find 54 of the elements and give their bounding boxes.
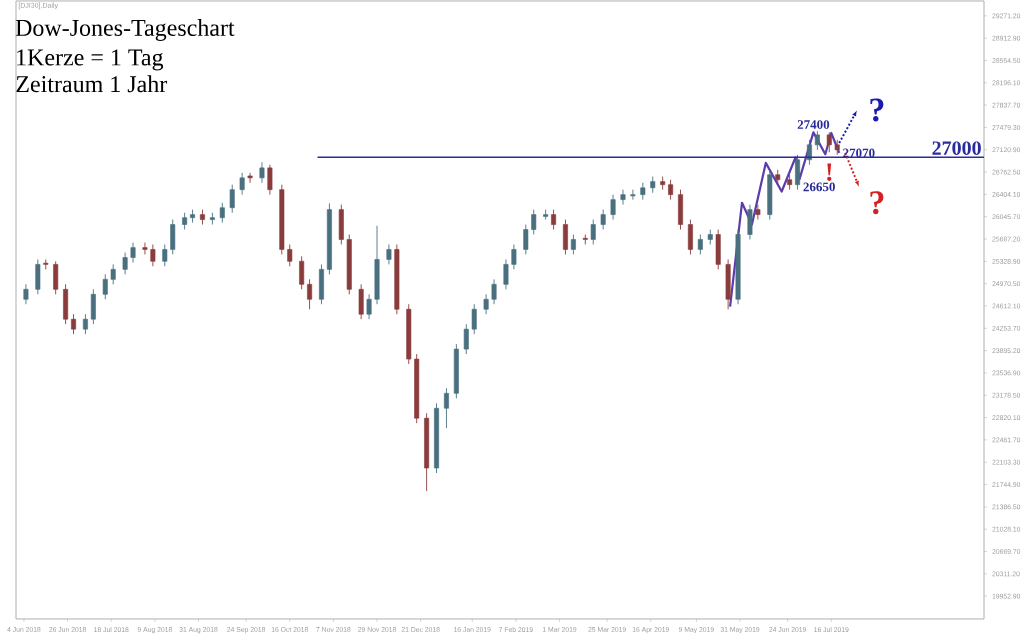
candlestick [814,130,820,151]
candlestick [697,234,703,255]
annotation: Zeitraum 1 Jahr [16,75,168,93]
annotation: ? [870,98,884,122]
candlestick [122,252,128,275]
candlestick [23,283,29,305]
annotation: ! [827,163,832,181]
candlestick [259,161,265,184]
ref-line-label: 27000 [932,141,981,155]
candlestick [463,323,469,355]
candlestick [219,202,225,224]
candlestick [531,209,537,235]
candlestick [307,278,313,310]
candlestick [620,189,626,206]
candlestick [503,258,509,290]
candlestick [287,244,293,267]
candlestick [491,278,497,305]
candlestick [483,293,489,315]
candlestick [570,234,576,255]
candlestick [299,255,305,290]
candlestick [110,263,116,285]
text: 1Kerze = 1 Tag [17,49,164,71]
candlestick [247,172,253,184]
candlestick [600,209,606,230]
candlestick [82,313,88,335]
candlestick [610,194,616,221]
candlestick [386,244,392,265]
candlestick [806,139,812,166]
candlestick [668,179,674,201]
candlestick [71,313,77,335]
annotation: 27400 [797,120,830,129]
candlestick [142,242,148,255]
candlestick [471,303,477,335]
candlestick [239,172,245,196]
candlestick [511,244,517,270]
candlestick [229,184,235,214]
candlestick [130,242,136,263]
annotation: 27070 [843,148,875,158]
candlestick [267,164,273,196]
candlestick [551,209,557,230]
candlestick [443,387,449,429]
line-series [729,131,841,308]
annotation: 26650 [803,182,835,192]
annotation: ? [870,191,884,215]
candlestick [630,189,636,201]
candlestick [755,204,761,221]
candlestick [826,131,832,153]
candlestick [162,244,168,267]
candlestick [590,219,596,245]
candlestick [150,244,156,267]
text: Dow-Jones-Tageschart [15,19,235,41]
candlestick [523,224,529,255]
candlestick [366,293,372,320]
candlestick [102,273,108,300]
